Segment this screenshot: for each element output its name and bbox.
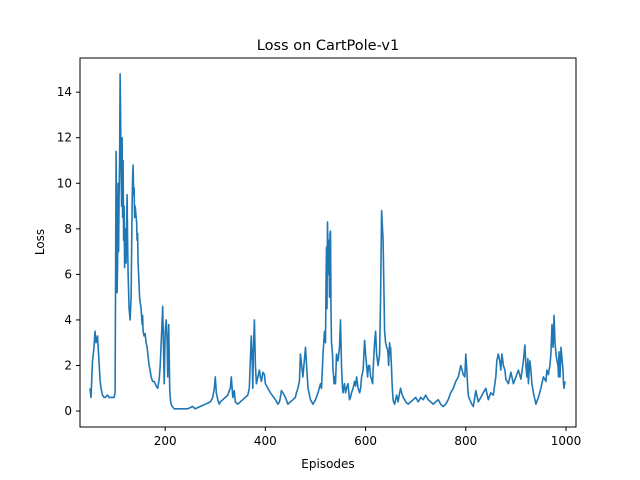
y-tick-label: 4 — [64, 313, 72, 327]
x-axis: 200 400 600 800 1000 — [154, 427, 582, 448]
plot-area — [89, 73, 566, 410]
y-tick-label: 14 — [57, 85, 72, 99]
loss-series-line — [89, 73, 566, 410]
x-tick-label: 600 — [354, 434, 377, 448]
y-axis-label: Loss — [33, 229, 47, 255]
chart-title: Loss on CartPole-v1 — [257, 38, 399, 54]
y-tick-label: 8 — [64, 222, 72, 236]
y-tick-label: 0 — [64, 404, 72, 418]
y-axis: 0 2 4 6 8 10 12 14 — [57, 85, 80, 418]
axes-frame — [79, 57, 577, 428]
x-tick-label: 1000 — [551, 434, 582, 448]
y-tick-label: 10 — [57, 176, 72, 190]
x-tick-label: 400 — [254, 434, 277, 448]
y-tick-label: 2 — [64, 359, 72, 373]
y-tick-label: 6 — [64, 267, 72, 281]
x-axis-label: Episodes — [301, 457, 354, 471]
x-tick-label: 800 — [454, 434, 477, 448]
x-tick-label: 200 — [154, 434, 177, 448]
y-tick-label: 12 — [57, 131, 72, 145]
